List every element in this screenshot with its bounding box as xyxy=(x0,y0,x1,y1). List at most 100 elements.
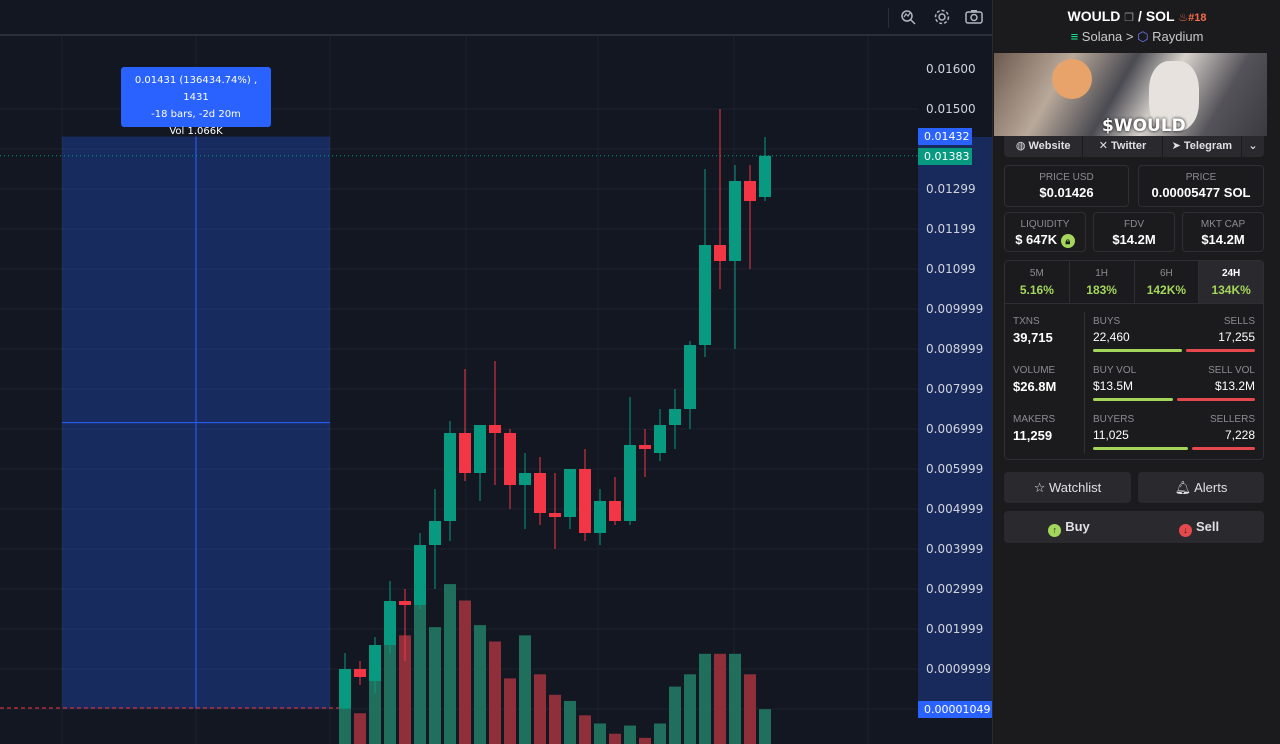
alerts-button[interactable]: 🔔︎ Alerts xyxy=(1138,472,1264,503)
candle-body xyxy=(639,445,651,449)
volume-bar xyxy=(534,674,546,744)
dex-name[interactable]: Raydium xyxy=(1152,29,1204,44)
tab-24h[interactable]: 24H 134K% xyxy=(1199,261,1263,303)
watchlist-label: Watchlist xyxy=(1049,480,1102,495)
token-info-panel: WOULD ❐ / SOL ♨#18 ≡ Solana > ⬡ Raydium … xyxy=(992,0,1280,744)
candle-body xyxy=(444,433,456,521)
candle-body xyxy=(654,425,666,453)
buyers-sellers-stat: BUYERS 11,025 SELLERS 7,228 xyxy=(1093,414,1255,454)
tab-6h[interactable]: 6H 142K% xyxy=(1135,261,1200,303)
lock-icon: 🔒︎ xyxy=(1060,234,1075,248)
candle-body xyxy=(609,501,621,521)
tab-1h-label: 1H xyxy=(1095,268,1109,279)
price-axis-range-highlight xyxy=(918,136,992,709)
telegram-label: Telegram xyxy=(1183,140,1232,152)
pair-base: WOULD xyxy=(1067,8,1121,24)
price-axis-label: 0.007999 xyxy=(926,382,984,396)
txns-value: 39,715 xyxy=(1013,330,1053,345)
chain-name[interactable]: Solana xyxy=(1081,29,1123,44)
price-axis-label: 0.01099 xyxy=(926,262,976,276)
tab-1h[interactable]: 1H 183% xyxy=(1070,261,1135,303)
volume-bar xyxy=(579,715,591,744)
candle-body xyxy=(684,345,696,409)
copy-icon[interactable]: ❐ xyxy=(1124,12,1135,24)
settings-gear-icon[interactable] xyxy=(932,8,952,28)
volume-bar xyxy=(444,584,456,744)
twitter-label: Twitter xyxy=(1111,140,1147,152)
price-sol-value: 0.00005477 SOL xyxy=(1151,185,1251,200)
candle-body xyxy=(729,181,741,261)
fdv-label: FDV xyxy=(1124,219,1144,230)
chart-area[interactable]: 0.01431 (136434.74%) , 1431 -18 bars, -2… xyxy=(0,0,992,744)
twitter-link[interactable]: ✕ Twitter xyxy=(1083,136,1163,157)
liquidity-box: LIQUIDITY $ 647K 🔒︎ xyxy=(1004,212,1086,252)
tab-6h-label: 6H xyxy=(1159,268,1173,279)
candle-body xyxy=(519,473,531,485)
sell-button[interactable]: ↓ Sell xyxy=(1134,511,1264,543)
volume-bar xyxy=(684,674,696,744)
chart-top-toolbar xyxy=(0,0,992,36)
candle-body xyxy=(669,409,681,425)
volume-bar xyxy=(414,584,426,744)
price-axis-label: 0.002999 xyxy=(926,582,984,596)
volume-bar xyxy=(654,723,666,744)
tab-24h-label: 24H xyxy=(1221,268,1241,279)
makers-stat: MAKERS 11,259 xyxy=(1013,414,1083,443)
price-axis-label: 0.006999 xyxy=(926,422,984,436)
arrow-up-icon: ↑ xyxy=(1048,524,1062,537)
buy-button[interactable]: ↑ Buy xyxy=(1004,511,1134,543)
sellers-ratio-bar xyxy=(1192,447,1255,450)
volume-bar xyxy=(594,723,606,744)
volume-bar xyxy=(699,653,711,744)
mkt-cap-value: $14.2M xyxy=(1201,232,1245,247)
telegram-link[interactable]: ➤ Telegram xyxy=(1163,136,1242,157)
price-sol-box: PRICE 0.00005477 SOL xyxy=(1138,165,1264,207)
price-axis-label: 0.01500 xyxy=(926,102,976,116)
fdv-box: FDV $14.2M xyxy=(1093,212,1175,252)
candle-body xyxy=(384,601,396,645)
more-links-chevron-down-icon[interactable]: ⌄ xyxy=(1248,140,1258,152)
volume-bar xyxy=(504,678,516,744)
price-chart[interactable] xyxy=(0,0,918,744)
chain-breadcrumb: ≡ Solana > ⬡ Raydium xyxy=(993,29,1280,45)
stats-divider xyxy=(1084,312,1085,454)
candle-body xyxy=(504,433,516,485)
tab-5m[interactable]: 5M 5.16% xyxy=(1005,261,1070,303)
pair-separator: / xyxy=(1138,8,1142,24)
price-axis-label: 0.005999 xyxy=(926,462,984,476)
price-axis-label: 0.01299 xyxy=(926,182,976,196)
candle-body xyxy=(534,473,546,513)
buys-label: BUYS xyxy=(1093,316,1121,327)
txns-stat: TXNS 39,715 xyxy=(1013,316,1083,345)
volume-bar xyxy=(549,694,561,744)
tab-5m-label: 5M xyxy=(1029,268,1044,279)
price-tag-low: 0.00001049 xyxy=(918,700,992,718)
sells-value: 17,255 xyxy=(1218,330,1255,344)
buy-label: Buy xyxy=(1065,519,1090,534)
candle-body xyxy=(399,601,411,605)
sell-vol-value: $13.2M xyxy=(1214,379,1255,393)
indicator-search-icon[interactable] xyxy=(898,8,918,28)
measure-price-change: 0.01431 (136434.74%) , 1431 xyxy=(134,75,258,103)
volume-bar xyxy=(669,686,681,744)
camera-snapshot-icon[interactable] xyxy=(964,8,984,28)
candle-body xyxy=(714,245,726,261)
social-links-row: ◍ Website ✕ Twitter ➤ Telegram ⌄ xyxy=(1004,136,1264,157)
volume-bar xyxy=(639,737,651,744)
price-axis[interactable]: 0.01600 0.01500 0.01299 0.01199 0.01099 0.009… xyxy=(918,36,992,744)
volume-bar xyxy=(564,700,576,744)
price-axis-label: 0.01199 xyxy=(926,222,976,236)
arrow-down-icon: ↓ xyxy=(1178,524,1192,537)
makers-label: MAKERS xyxy=(1013,414,1056,425)
volume-label: VOLUME xyxy=(1013,365,1056,376)
watchlist-button[interactable]: ☆ Watchlist xyxy=(1004,472,1131,503)
price-usd-label: PRICE USD xyxy=(1039,172,1094,183)
buy-vol-value: $13.5M xyxy=(1093,379,1134,393)
volume-bar xyxy=(369,662,381,744)
website-link[interactable]: ◍ Website xyxy=(1004,136,1084,157)
volume-bar xyxy=(399,635,411,744)
candle-body xyxy=(759,155,771,197)
buy-vol-label: BUY VOL xyxy=(1093,365,1137,376)
buyers-value: 11,025 xyxy=(1093,428,1129,442)
candle-body xyxy=(369,645,381,681)
